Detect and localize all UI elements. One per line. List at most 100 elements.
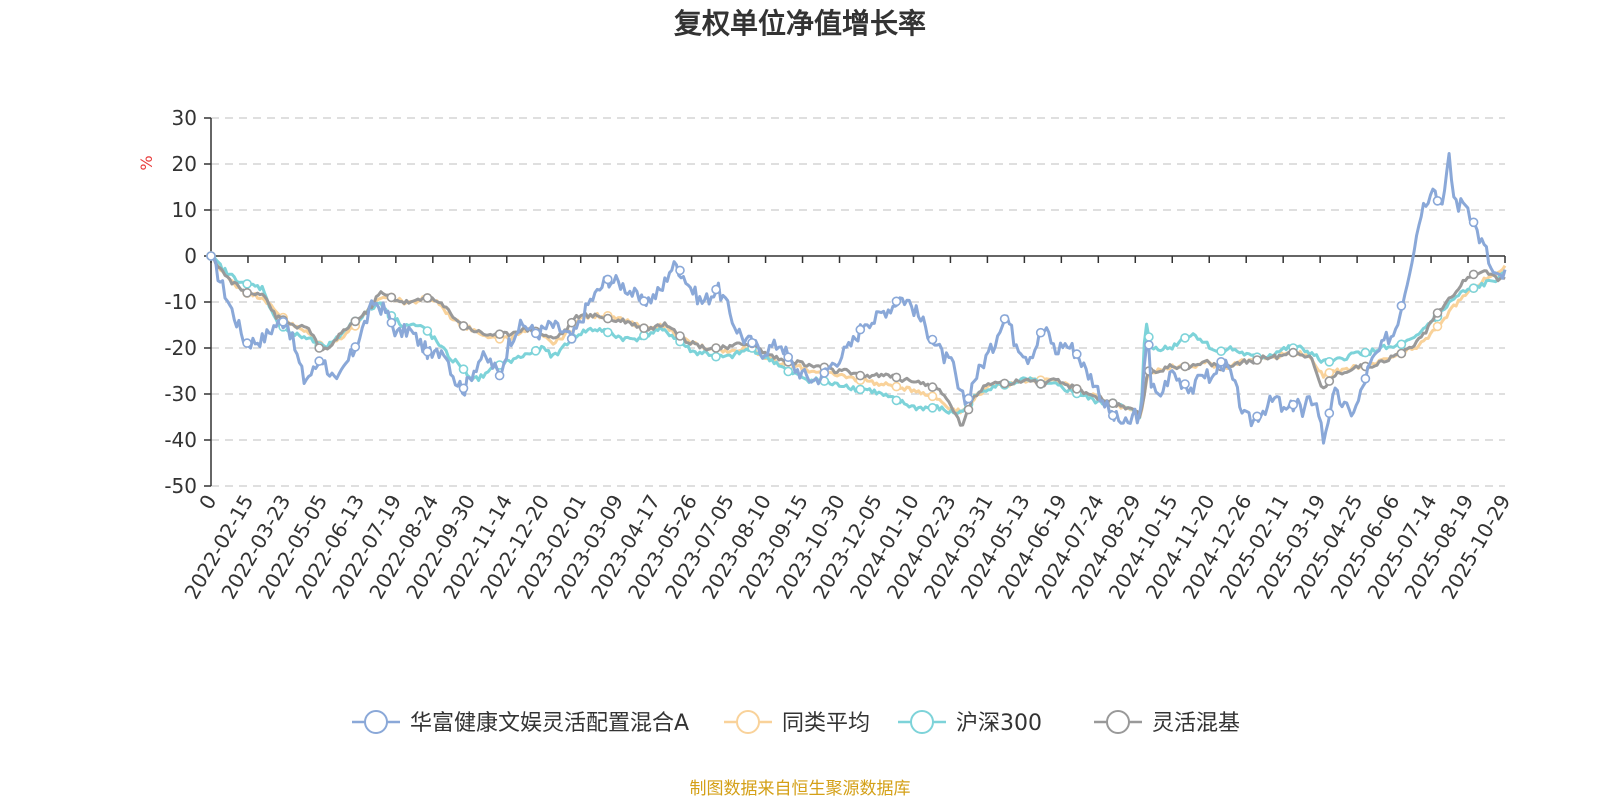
series-marker <box>927 402 938 413</box>
series-marker <box>1288 399 1298 410</box>
series-marker <box>927 391 938 402</box>
legend[interactable]: 华富健康文娱灵活配置混合A 同类平均 沪深300 灵活混基 <box>352 710 1240 736</box>
legend-marker-icon <box>910 710 934 734</box>
series-marker <box>747 337 757 348</box>
legend-item-0[interactable]: 华富健康文娱灵活配置混合A <box>352 710 689 736</box>
series-marker <box>206 251 216 261</box>
series-marker <box>1180 361 1190 372</box>
legend-item-2[interactable]: 沪深300 <box>898 710 1042 736</box>
series-marker <box>422 326 433 336</box>
legend-marker-icon <box>736 710 760 734</box>
series-marker <box>1035 327 1046 338</box>
series-marker <box>999 314 1010 324</box>
series-marker <box>566 317 577 328</box>
series-marker <box>1144 340 1154 350</box>
series-marker <box>963 393 974 404</box>
series-marker <box>494 329 505 340</box>
series-marker <box>1396 348 1407 359</box>
x-tick-label: 0 <box>194 491 221 514</box>
series-marker <box>314 343 325 353</box>
series-lines <box>206 152 1507 445</box>
series-marker <box>350 316 361 327</box>
series-marker <box>1468 217 1479 228</box>
series-marker <box>1252 411 1262 422</box>
series-marker <box>855 384 866 395</box>
y-tick-label: 0 <box>184 244 197 268</box>
series-marker <box>458 364 469 375</box>
series-marker <box>1108 410 1118 421</box>
legend-marker-icon <box>1106 710 1130 734</box>
series-line-0 <box>210 152 1507 445</box>
chart-title: 复权单位净值增长率 <box>674 7 926 40</box>
series-marker <box>711 351 721 362</box>
data-source-note: 制图数据来自恒生聚源数据库 <box>690 779 911 799</box>
series-marker <box>1360 373 1371 384</box>
series-marker <box>675 331 685 341</box>
series-marker <box>242 279 252 289</box>
series-marker <box>639 296 649 306</box>
series-marker <box>602 274 613 285</box>
series-marker <box>494 370 505 381</box>
legend-item-1[interactable]: 同类平均 <box>724 710 870 736</box>
series-marker <box>891 395 902 406</box>
series-marker <box>1216 346 1226 357</box>
series-marker <box>783 352 794 363</box>
series-marker <box>1324 376 1335 386</box>
series-marker <box>1324 408 1335 419</box>
y-tick-label: -40 <box>164 428 197 452</box>
series-marker <box>458 383 469 394</box>
series-marker <box>1035 379 1046 389</box>
y-tick-label: -10 <box>164 290 197 314</box>
y-tick-label: -50 <box>164 474 197 498</box>
series-marker <box>1180 379 1190 389</box>
series-marker <box>711 284 721 295</box>
series-marker <box>1072 349 1082 359</box>
series-marker <box>999 378 1010 389</box>
series-marker <box>1396 300 1407 311</box>
series-marker <box>1144 332 1154 342</box>
series-marker <box>891 296 902 307</box>
y-tick-label: -30 <box>164 382 197 406</box>
series-marker <box>675 265 685 276</box>
series-marker <box>1216 356 1226 367</box>
series-marker <box>278 316 288 327</box>
series-marker <box>350 342 361 352</box>
series-marker <box>458 321 469 331</box>
series-marker <box>386 317 397 328</box>
series-marker <box>1324 356 1335 367</box>
series-marker <box>963 404 974 415</box>
series-marker <box>314 356 325 366</box>
series-marker <box>602 313 613 324</box>
series-marker <box>639 323 649 334</box>
series-marker <box>566 333 577 344</box>
series-marker <box>1432 321 1443 332</box>
legend-item-3[interactable]: 灵活混基 <box>1094 710 1240 736</box>
series-marker <box>1324 367 1335 378</box>
y-tick-label: 30 <box>172 106 197 130</box>
series-marker <box>855 324 866 335</box>
series-marker <box>242 287 252 298</box>
series-marker <box>819 368 830 378</box>
series-marker <box>1180 333 1190 343</box>
y-axis-unit-label: % <box>137 155 156 170</box>
series-marker <box>602 327 613 338</box>
legend-label: 华富健康文娱灵活配置混合A <box>410 711 689 736</box>
series-marker <box>530 345 541 356</box>
series-marker <box>1252 355 1262 365</box>
series-marker <box>1432 196 1443 206</box>
series-marker <box>1432 308 1443 318</box>
series-marker <box>891 381 902 392</box>
series-marker <box>1468 283 1479 294</box>
series-marker <box>711 343 721 353</box>
series-marker <box>783 366 794 377</box>
series-marker <box>242 338 252 348</box>
legend-label: 同类平均 <box>782 711 870 736</box>
series-marker <box>1396 339 1407 350</box>
legend-label: 沪深300 <box>956 711 1042 736</box>
series-marker <box>1072 384 1082 394</box>
y-tick-label: 20 <box>172 152 197 176</box>
series-marker <box>422 293 433 303</box>
series-marker <box>927 382 938 392</box>
